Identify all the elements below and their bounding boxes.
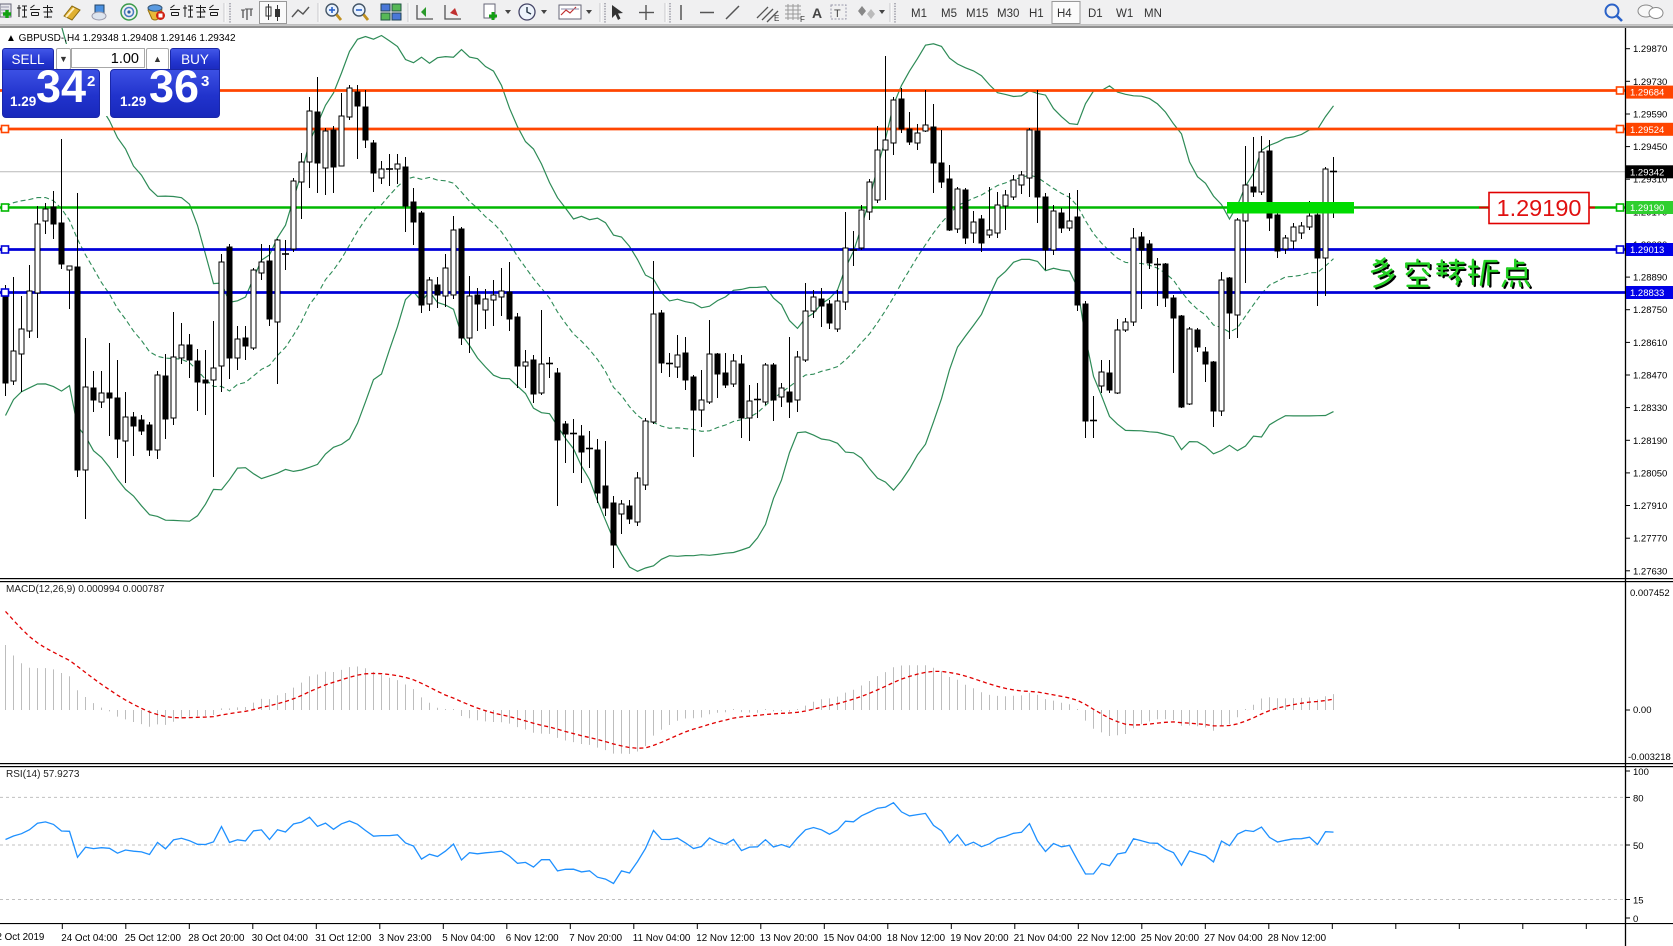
svg-text:1.29190: 1.29190	[1630, 203, 1664, 214]
svg-text:19 Nov 20:00: 19 Nov 20:00	[950, 933, 1009, 944]
svg-text:1.28330: 1.28330	[1633, 403, 1667, 414]
svg-text:1.29190: 1.29190	[1497, 195, 1582, 221]
svg-text:25 Oct 12:00: 25 Oct 12:00	[125, 933, 182, 944]
svg-text:1.29870: 1.29870	[1633, 44, 1667, 55]
svg-text:1.27630: 1.27630	[1633, 566, 1667, 577]
svg-text:1.28190: 1.28190	[1633, 436, 1667, 447]
svg-text:1.28833: 1.28833	[1630, 288, 1664, 299]
svg-text:5 Nov 04:00: 5 Nov 04:00	[442, 933, 495, 944]
svg-text:22 Oct 2019: 22 Oct 2019	[0, 932, 44, 943]
svg-text:F: F	[800, 15, 805, 24]
svg-text:E: E	[774, 14, 779, 23]
svg-text:MACD(12,26,9) 0.000994 0.00078: MACD(12,26,9) 0.000994 0.000787	[6, 584, 165, 595]
svg-text:1.29450: 1.29450	[1633, 142, 1667, 153]
svg-text:1.29590: 1.29590	[1633, 110, 1667, 121]
svg-text:50: 50	[1633, 841, 1644, 852]
svg-text:M1: M1	[911, 8, 927, 20]
svg-text:A: A	[812, 5, 822, 21]
svg-text:M15: M15	[966, 8, 988, 20]
svg-text:22 Nov 12:00: 22 Nov 12:00	[1077, 933, 1136, 944]
svg-text:3 Nov 23:00: 3 Nov 23:00	[379, 933, 432, 944]
svg-text:D1: D1	[1088, 8, 1103, 20]
svg-text:30 Oct 04:00: 30 Oct 04:00	[252, 933, 309, 944]
svg-text:21 Nov 04:00: 21 Nov 04:00	[1014, 933, 1073, 944]
svg-text:0.007452: 0.007452	[1630, 588, 1670, 599]
svg-text:1.29730: 1.29730	[1633, 77, 1667, 88]
svg-text:27 Nov 04:00: 27 Nov 04:00	[1204, 933, 1263, 944]
svg-text:-0.003218: -0.003218	[1628, 752, 1671, 763]
svg-text:1.28050: 1.28050	[1633, 468, 1667, 479]
svg-text:15: 15	[1633, 896, 1644, 907]
svg-text:1.29684: 1.29684	[1630, 88, 1664, 99]
svg-text:12 Nov 12:00: 12 Nov 12:00	[696, 933, 755, 944]
svg-text:7 Nov 20:00: 7 Nov 20:00	[569, 933, 622, 944]
svg-text:1.27910: 1.27910	[1633, 501, 1667, 512]
svg-text:13 Nov 20:00: 13 Nov 20:00	[760, 933, 819, 944]
svg-text:1.28610: 1.28610	[1633, 338, 1667, 349]
svg-text:31 Oct 12:00: 31 Oct 12:00	[315, 933, 372, 944]
svg-text:1.28890: 1.28890	[1633, 273, 1667, 284]
svg-text:6 Nov 12:00: 6 Nov 12:00	[506, 933, 559, 944]
svg-text:▲ GBPUSD-,H4 1.29348 1.29408: ▲ GBPUSD-,H4 1.29348 1.29408 1.29146 1.2…	[6, 33, 236, 44]
svg-text:28 Oct 20:00: 28 Oct 20:00	[188, 933, 245, 944]
svg-text:1.28470: 1.28470	[1633, 371, 1667, 382]
svg-text:0: 0	[1633, 914, 1638, 925]
svg-text:1.29342: 1.29342	[1630, 167, 1664, 178]
svg-text:28 Nov 12:00: 28 Nov 12:00	[1268, 933, 1327, 944]
svg-text:1.29013: 1.29013	[1630, 245, 1664, 256]
svg-text:T: T	[834, 8, 841, 20]
svg-text:W1: W1	[1116, 8, 1133, 20]
svg-text:15 Nov 04:00: 15 Nov 04:00	[823, 933, 882, 944]
svg-text:24 Oct 04:00: 24 Oct 04:00	[61, 933, 118, 944]
svg-text:1.27770: 1.27770	[1633, 534, 1667, 545]
svg-text:H1: H1	[1029, 8, 1044, 20]
svg-text:100: 100	[1633, 767, 1649, 778]
svg-text:M5: M5	[941, 8, 957, 20]
svg-text:MN: MN	[1144, 8, 1162, 20]
svg-text:1.29524: 1.29524	[1630, 125, 1664, 136]
svg-text:25 Nov 20:00: 25 Nov 20:00	[1141, 933, 1200, 944]
svg-text:M30: M30	[997, 8, 1019, 20]
svg-text:RSI(14) 57.9273: RSI(14) 57.9273	[6, 769, 80, 780]
svg-text:1.28750: 1.28750	[1633, 305, 1667, 316]
svg-text:H4: H4	[1057, 8, 1072, 20]
svg-text:11 Nov 04:00: 11 Nov 04:00	[633, 933, 691, 944]
svg-text:80: 80	[1633, 793, 1644, 804]
svg-text:18 Nov 12:00: 18 Nov 12:00	[887, 933, 946, 944]
svg-text:0.00: 0.00	[1633, 705, 1652, 716]
svg-text:1.29310: 1.29310	[1633, 175, 1667, 186]
